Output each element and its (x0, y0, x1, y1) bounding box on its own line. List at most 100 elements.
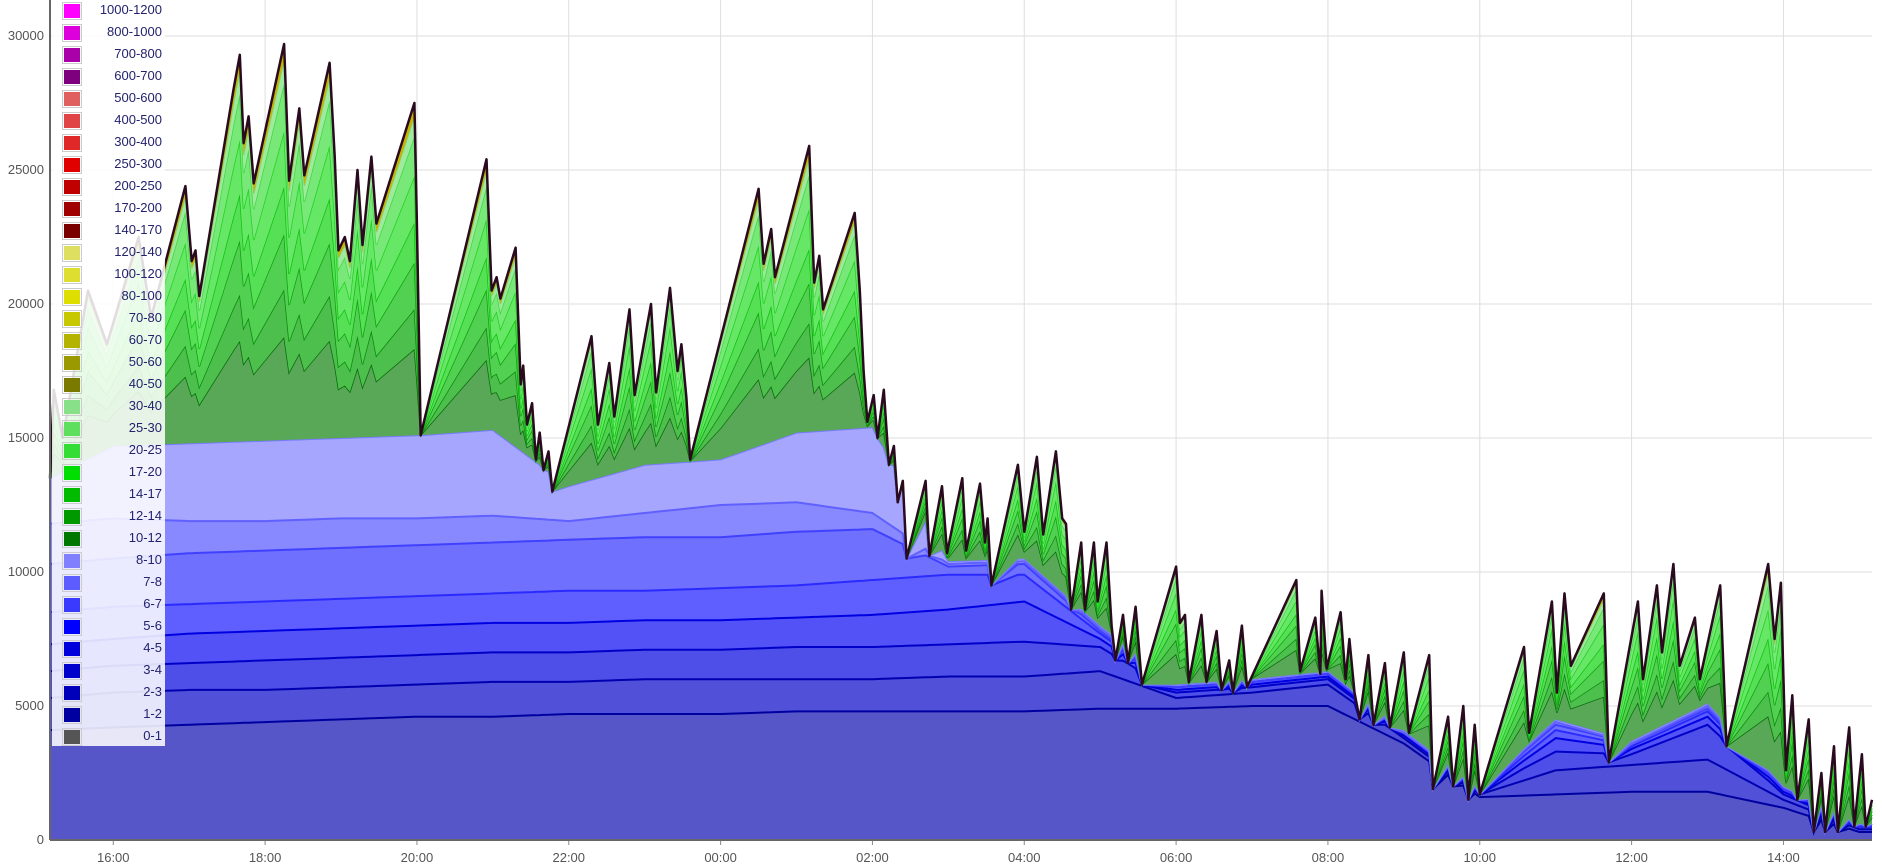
legend-item[interactable]: 3-4 (52, 661, 165, 681)
legend-label: 200-250 (114, 178, 162, 193)
x-tick-label: 06:00 (1160, 850, 1193, 865)
legend-item[interactable]: 120-140 (52, 243, 165, 263)
legend-swatch (62, 244, 82, 262)
series-line-3-4 (49, 640, 1872, 836)
legend-item[interactable]: 14-17 (52, 485, 165, 505)
legend-item[interactable]: 70-80 (52, 309, 165, 329)
legend-label: 250-300 (114, 156, 162, 171)
legend-item[interactable]: 2-3 (52, 683, 165, 703)
legend-swatch (62, 464, 82, 482)
legend-item[interactable]: 8-10 (52, 551, 165, 571)
legend-item[interactable]: 40-50 (52, 375, 165, 395)
area-series-6-7 (50, 529, 1872, 832)
legend-swatch (62, 398, 82, 416)
legend-swatch-color (64, 114, 80, 128)
legend-swatch-color (64, 48, 80, 62)
x-tick-label: 08:00 (1312, 850, 1345, 865)
legend-swatch (62, 156, 82, 174)
area-series-2-3 (50, 671, 1872, 832)
legend-item[interactable]: 1-2 (52, 705, 165, 725)
legend-label: 6-7 (143, 596, 162, 611)
legend-label: 10-12 (128, 530, 162, 545)
legend-swatch (62, 90, 82, 108)
legend-item[interactable]: 10-12 (52, 529, 165, 549)
legend-label: 17-20 (128, 464, 162, 479)
legend-item[interactable]: 170-200 (52, 199, 165, 219)
legend-item[interactable]: 800-1000 (52, 23, 165, 43)
legend-swatch (62, 640, 82, 658)
legend-swatch (62, 618, 82, 636)
legend-swatch-color (64, 334, 80, 348)
legend-item[interactable]: 80-100 (52, 287, 165, 307)
x-tick-label: 14:00 (1767, 850, 1800, 865)
area-series-8-10 (50, 427, 1872, 832)
area-series-25-30 (50, 83, 1872, 833)
legend-item[interactable]: 700-800 (52, 45, 165, 65)
legend-swatch-color (64, 92, 80, 106)
legend-swatch (62, 552, 82, 570)
legend-item[interactable]: 7-8 (52, 573, 165, 593)
legend-swatch-color (64, 466, 80, 480)
legend-label: 140-170 (114, 222, 162, 237)
legend-swatch-color (64, 268, 80, 282)
legend-label: 0-1 (143, 728, 162, 743)
legend-swatch (62, 508, 82, 526)
legend-swatch (62, 2, 82, 20)
legend-swatch-color (64, 70, 80, 84)
legend-swatch-color (64, 598, 80, 612)
x-tick-label: 02:00 (856, 850, 889, 865)
legend-swatch (62, 442, 82, 460)
legend-swatch-color (64, 642, 80, 656)
legend-item[interactable]: 200-250 (52, 177, 165, 197)
legend-item[interactable]: 5-6 (52, 617, 165, 637)
legend-item[interactable]: 17-20 (52, 463, 165, 483)
y-tick-label: 20000 (8, 296, 44, 311)
series-line-1-2 (49, 705, 1872, 835)
legend-item[interactable]: 300-400 (52, 133, 165, 153)
legend-item[interactable]: 30-40 (52, 397, 165, 417)
legend-swatch-color (64, 576, 80, 590)
legend-item[interactable]: 20-25 (52, 441, 165, 461)
legend-swatch-color (64, 554, 80, 568)
legend-item[interactable]: 600-700 (52, 67, 165, 87)
legend-item[interactable]: 6-7 (52, 595, 165, 615)
legend-swatch (62, 46, 82, 64)
legend-item[interactable]: 400-500 (52, 111, 165, 131)
legend-item[interactable]: 500-600 (52, 89, 165, 109)
legend-label: 25-30 (128, 420, 162, 435)
area-series-17-20 (50, 186, 1872, 833)
x-tick-label: 04:00 (1008, 850, 1041, 865)
legend-swatch (62, 310, 82, 328)
legend-swatch-color (64, 378, 80, 392)
legend-item[interactable]: 140-170 (52, 221, 165, 241)
x-tick-label: 20:00 (401, 850, 434, 865)
legend-item[interactable]: 4-5 (52, 639, 165, 659)
legend-label: 2-3 (143, 684, 162, 699)
legend-item[interactable]: 0-1 (52, 727, 165, 747)
legend-swatch (62, 486, 82, 504)
legend-item[interactable]: 1000-1200 (52, 1, 165, 21)
legend-item[interactable]: 250-300 (52, 155, 165, 175)
legend-item[interactable]: 25-30 (52, 419, 165, 439)
legend-label: 400-500 (114, 112, 162, 127)
legend-swatch (62, 112, 82, 130)
legend-item[interactable]: 60-70 (52, 331, 165, 351)
legend-swatch (62, 288, 82, 306)
legend-item[interactable]: 12-14 (52, 507, 165, 527)
area-series-7-8 (50, 502, 1872, 832)
legend-item[interactable]: 100-120 (52, 265, 165, 285)
series-line-4-5 (49, 600, 1872, 836)
legend-swatch-color (64, 4, 80, 18)
x-tick-label: 22:00 (552, 850, 585, 865)
legend-label: 120-140 (114, 244, 162, 259)
legend-swatch (62, 376, 82, 394)
legend-swatch (62, 134, 82, 152)
legend-swatch (62, 530, 82, 548)
y-tick-label: 10000 (8, 564, 44, 579)
legend-swatch (62, 354, 82, 372)
legend-label: 80-100 (121, 288, 162, 303)
legend-swatch-color (64, 730, 80, 744)
legend-swatch (62, 332, 82, 350)
legend-item[interactable]: 50-60 (52, 353, 165, 373)
